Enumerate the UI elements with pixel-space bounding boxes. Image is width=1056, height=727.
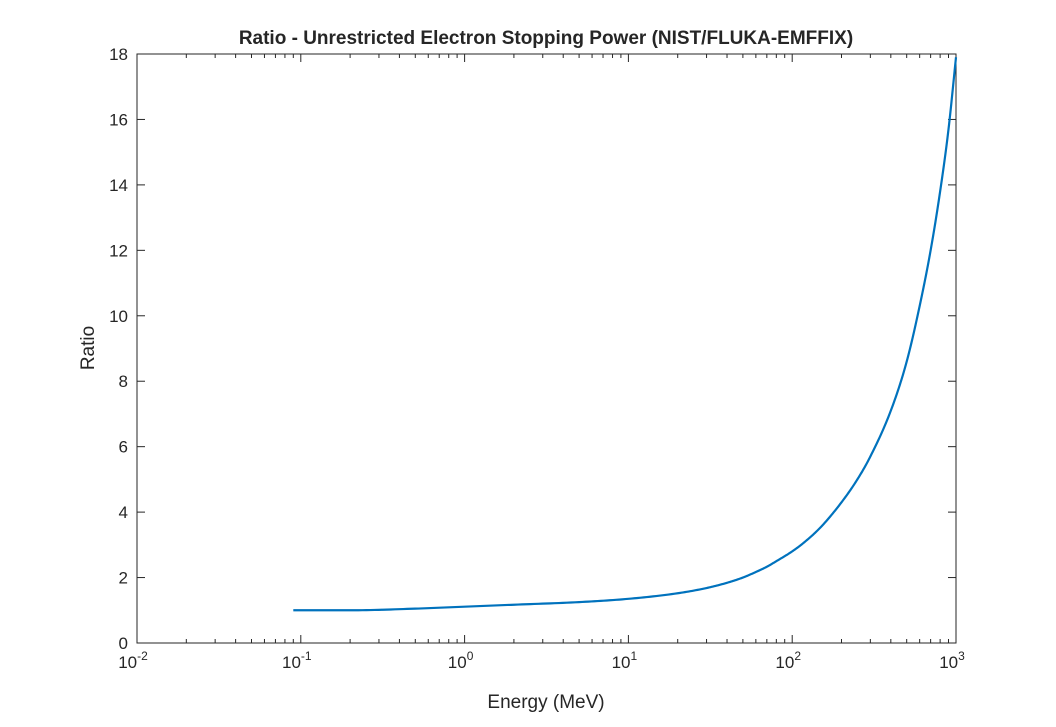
y-tick-label: 18 [109, 45, 128, 64]
x-tick-label: 102 [775, 649, 801, 672]
x-tick-label-exponent: 0 [467, 649, 474, 663]
x-tick-label: 100 [448, 649, 474, 672]
x-tick-label-base: 10 [448, 653, 467, 672]
x-tick-label-exponent: 3 [958, 649, 965, 663]
series-line [293, 57, 958, 612]
x-tick-label-exponent: 1 [631, 649, 638, 663]
y-tick-label: 4 [119, 503, 128, 522]
x-tick-label: 10-2 [118, 649, 148, 672]
chart-title: Ratio - Unrestricted Electron Stopping P… [239, 28, 853, 49]
x-tick-label-exponent: -2 [137, 649, 148, 663]
x-tick-label-base: 10 [118, 653, 137, 672]
x-tick-label-base: 10 [775, 653, 794, 672]
plot-frame [136, 53, 957, 644]
x-tick-label-base: 10 [939, 653, 958, 672]
x-axis-label: Energy (MeV) [487, 692, 604, 713]
y-tick-label: 2 [119, 569, 128, 588]
y-tick-label: 10 [109, 307, 128, 326]
x-tick-label: 103 [939, 649, 965, 672]
y-tick-label: 16 [109, 110, 128, 129]
y-tick-label: 12 [109, 241, 128, 260]
x-tick-label: 10-1 [282, 649, 312, 672]
y-tick-label: 14 [109, 176, 128, 195]
x-tick-label-exponent: 2 [794, 649, 801, 663]
y-tick-label: 0 [119, 634, 128, 653]
x-tick-label-base: 10 [612, 653, 631, 672]
x-tick-label-base: 10 [282, 653, 301, 672]
y-tick-label: 6 [119, 438, 128, 457]
y-axis-label: Ratio [78, 326, 99, 370]
y-tick-label: 8 [119, 372, 128, 391]
x-tick-label: 101 [612, 649, 638, 672]
x-tick-label-exponent: -1 [301, 649, 312, 663]
